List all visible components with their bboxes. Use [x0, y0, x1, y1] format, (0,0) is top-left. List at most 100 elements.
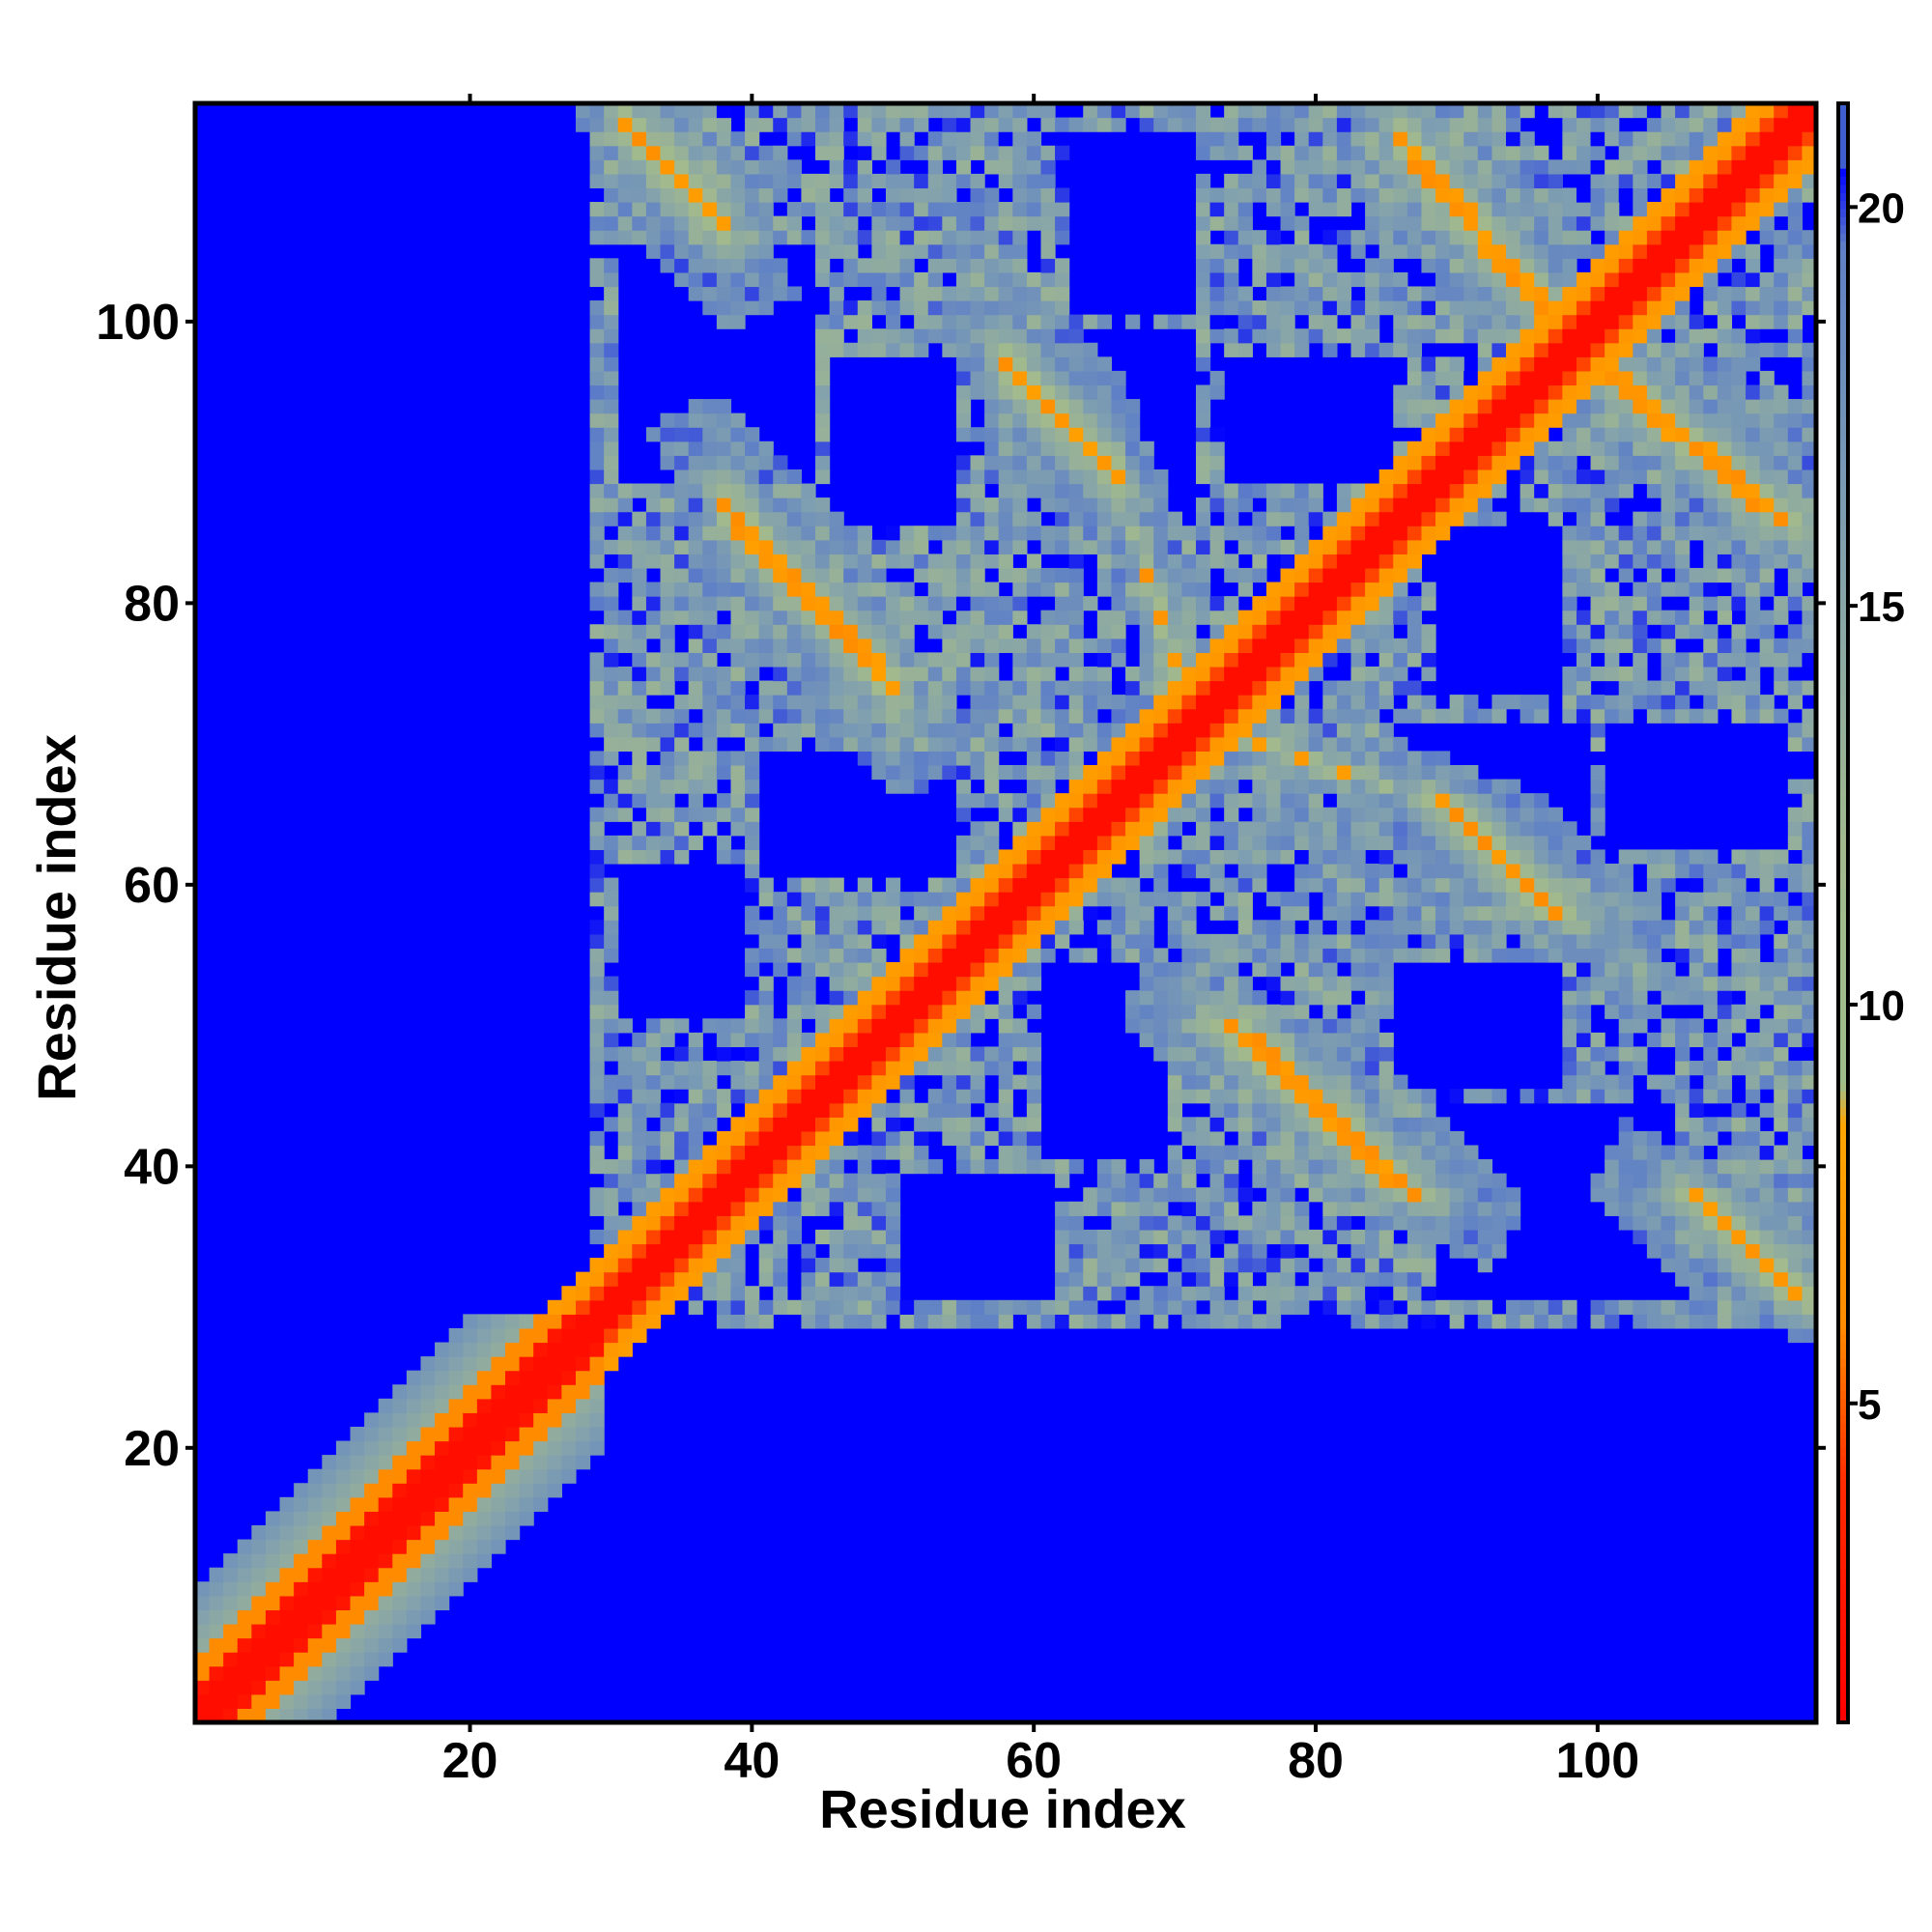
- heatmap-cell: [1378, 1215, 1394, 1231]
- heatmap-cell: [702, 624, 718, 639]
- heatmap-cell: [1576, 835, 1592, 851]
- heatmap-cell: [1505, 314, 1521, 329]
- heatmap-cell: [871, 905, 887, 921]
- heatmap-cell: [702, 666, 718, 682]
- heatmap-cell: [885, 582, 901, 597]
- heatmap-cell: [1294, 1032, 1310, 1048]
- heatmap-cell: [1195, 567, 1211, 583]
- heatmap-cell: [1294, 1046, 1310, 1062]
- heatmap-cell: [1477, 117, 1492, 132]
- heatmap-cell: [871, 286, 887, 301]
- heatmap-cell: [857, 554, 872, 569]
- heatmap-cell: [1308, 1159, 1323, 1175]
- heatmap-cell: [1350, 610, 1366, 625]
- heatmap-cell: [1590, 1187, 1605, 1203]
- heatmap-cell: [1139, 723, 1154, 738]
- heatmap-cell: [589, 173, 605, 189]
- heatmap-cell: [1224, 342, 1239, 357]
- heatmap-cell: [1224, 202, 1239, 217]
- heatmap-cell: [815, 370, 831, 386]
- heatmap-cell: [1322, 103, 1338, 119]
- heatmap-cell: [604, 933, 619, 950]
- heatmap-cell: [1435, 1173, 1451, 1188]
- heatmap-cell: [1280, 652, 1295, 668]
- heatmap-cell: [1055, 610, 1070, 625]
- heatmap-cell: [1492, 328, 1507, 344]
- heatmap-cell: [1590, 103, 1605, 119]
- heatmap-cell: [1040, 370, 1056, 386]
- heatmap-cell: [1520, 103, 1535, 119]
- heatmap-cell: [843, 271, 859, 288]
- heatmap-cell: [1125, 835, 1141, 851]
- heatmap-cell: [1590, 427, 1605, 442]
- heatmap-cell: [688, 469, 703, 485]
- heatmap-cell: [702, 1018, 718, 1034]
- heatmap-cell: [829, 554, 844, 569]
- heatmap-cell: [617, 215, 633, 231]
- heatmap-cell: [294, 1553, 309, 1569]
- heatmap-cell: [1322, 1173, 1338, 1188]
- heatmap-cell: [1125, 751, 1141, 766]
- heatmap-cell: [914, 328, 929, 344]
- heatmap-cell: [758, 173, 774, 189]
- heatmap-cell: [335, 1567, 352, 1582]
- heatmap-cell: [1181, 554, 1197, 569]
- heatmap-cell: [1111, 821, 1126, 837]
- heatmap-cell: [1520, 314, 1535, 329]
- heatmap-cell: [589, 1046, 605, 1062]
- heatmap-cell: [1280, 948, 1295, 963]
- heatmap-cell: [1365, 1032, 1380, 1048]
- heatmap-cell: [195, 1693, 211, 1710]
- heatmap-cell: [1562, 202, 1577, 217]
- heatmap-cell: [730, 666, 746, 682]
- heatmap-cell: [914, 103, 929, 119]
- heatmap-cell: [815, 877, 831, 893]
- heatmap-cell: [1449, 695, 1464, 710]
- heatmap-cell: [1605, 356, 1620, 372]
- heatmap-cell: [970, 173, 985, 189]
- heatmap-cell: [307, 1652, 323, 1667]
- heatmap-cell: [1068, 736, 1084, 752]
- heatmap-cell: [702, 764, 718, 781]
- heatmap-cell: [1026, 286, 1042, 301]
- heatmap-cell: [1548, 215, 1563, 231]
- heatmap-cell: [745, 751, 760, 766]
- heatmap-cell: [1406, 230, 1423, 245]
- heatmap-cell: [970, 511, 985, 526]
- heatmap-cell: [730, 258, 746, 273]
- heatmap-cell: [1012, 455, 1028, 470]
- heatmap-cell: [758, 680, 774, 696]
- heatmap-cell: [632, 1159, 647, 1175]
- heatmap-cell: [815, 258, 831, 273]
- heatmap-cell: [1590, 497, 1605, 513]
- heatmap-cell: [632, 1173, 647, 1188]
- heatmap-cell: [1576, 1061, 1592, 1076]
- heatmap-cell: [688, 1299, 703, 1315]
- heatmap-cell: [1237, 751, 1253, 766]
- heatmap-cell: [773, 1130, 788, 1147]
- heatmap-cell: [998, 117, 1013, 132]
- heatmap-cell: [1096, 779, 1113, 794]
- heatmap-cell: [604, 427, 619, 442]
- heatmap-cell: [899, 1004, 915, 1019]
- heatmap-cell: [786, 1299, 803, 1315]
- heatmap-cell: [1040, 539, 1056, 554]
- heatmap-cell: [702, 173, 718, 189]
- heatmap-cell: [914, 1061, 929, 1076]
- heatmap-cell: [716, 1258, 732, 1273]
- heatmap-cell: [745, 582, 760, 597]
- heatmap-cell: [843, 1286, 859, 1301]
- heatmap-cell: [589, 652, 605, 668]
- heatmap-cell: [843, 596, 859, 611]
- heatmap-cell: [801, 483, 816, 498]
- heatmap-cell: [1012, 483, 1028, 498]
- heatmap-cell: [1252, 1258, 1267, 1273]
- heatmap-cell: [660, 511, 675, 526]
- heatmap-cell: [745, 764, 760, 781]
- heatmap-cell: [1477, 835, 1492, 851]
- heatmap-cell: [392, 1524, 408, 1541]
- heatmap-cell: [829, 1089, 844, 1104]
- heatmap-cell: [1365, 539, 1380, 554]
- heatmap-cell: [815, 624, 831, 639]
- heatmap-cell: [1111, 497, 1126, 513]
